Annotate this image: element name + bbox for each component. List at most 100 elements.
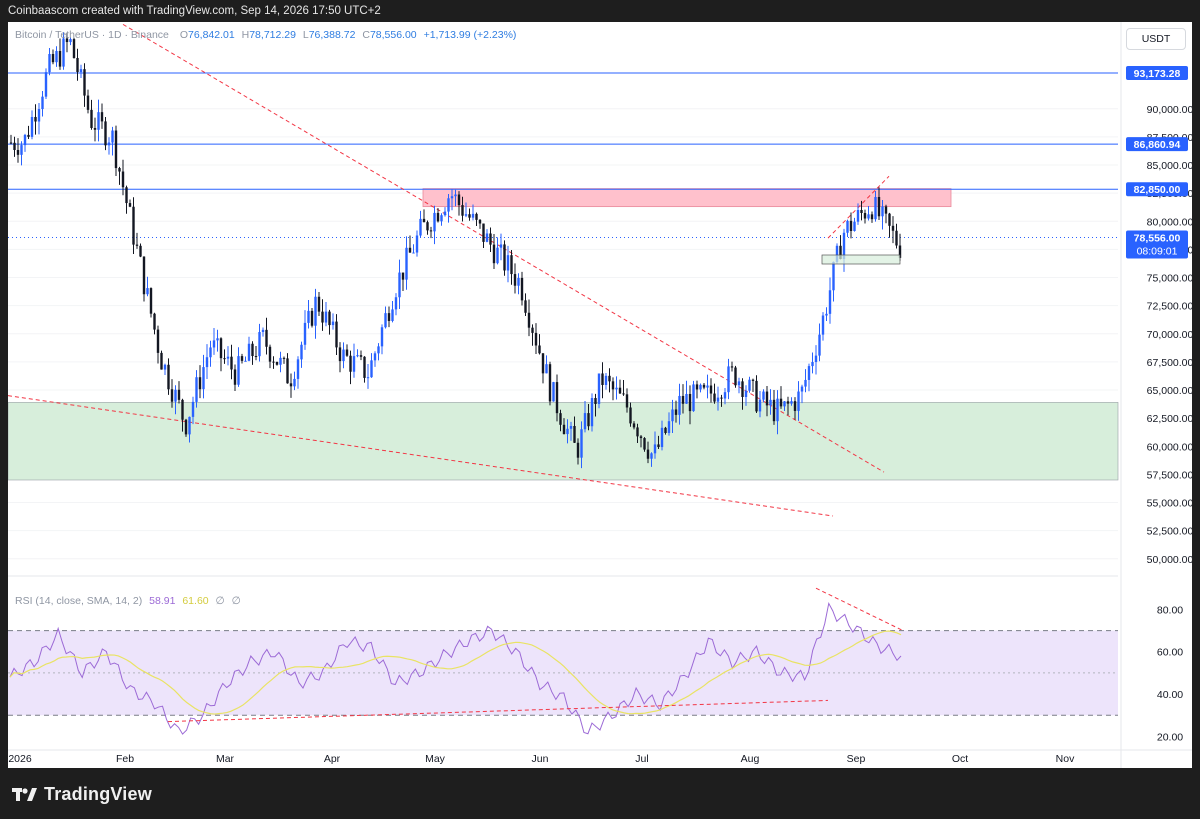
rsi-extra-2: ∅	[231, 595, 241, 607]
price-tick-label: 90,000.00	[1147, 104, 1192, 116]
candle-body	[524, 300, 527, 313]
time-tick-label: Mar	[216, 753, 235, 765]
candle-body	[191, 401, 195, 417]
candle-body	[793, 401, 797, 411]
candle-body	[457, 194, 461, 206]
candle-body	[149, 288, 153, 314]
candle-body	[576, 442, 580, 458]
candle-body	[506, 255, 510, 271]
candle-body	[807, 366, 811, 380]
candle-body	[321, 311, 324, 323]
candle-body	[450, 196, 454, 199]
candle-body	[9, 142, 13, 144]
candle-body	[331, 321, 335, 326]
candle-body	[349, 355, 352, 372]
candle-body	[867, 214, 870, 219]
candle-body	[709, 385, 713, 394]
candle-body	[324, 311, 328, 323]
candle-body	[877, 196, 881, 217]
change-value: +1,713.99 (+2.23%)	[423, 29, 517, 41]
rsi-tick-label: 80.00	[1157, 604, 1183, 616]
candle-body	[373, 353, 377, 361]
candle-body	[23, 134, 27, 146]
candle-body	[723, 392, 727, 399]
candle-body	[786, 401, 790, 404]
candle-body	[128, 203, 132, 207]
time-tick-label: Sep	[847, 753, 866, 765]
candle-body	[97, 112, 100, 130]
candle-body	[62, 38, 65, 67]
rsi-extra-1: ∅	[215, 595, 225, 607]
candle-body	[139, 245, 142, 257]
price-chart[interactable]: 90,000.0087,500.0085,000.0082,500.0080,0…	[8, 22, 1192, 768]
candle-body	[13, 142, 16, 150]
candle-body	[328, 311, 331, 326]
candle-body	[167, 364, 170, 390]
candle-body	[884, 206, 888, 214]
candle-body	[454, 194, 457, 197]
candle-body	[412, 252, 415, 254]
candle-body	[713, 393, 716, 402]
candle-body	[552, 382, 555, 402]
time-tick-label: 2026	[8, 753, 32, 765]
candle-body	[429, 230, 433, 232]
candle-body	[72, 39, 76, 58]
candle-body	[125, 187, 128, 204]
candle-body	[433, 212, 436, 232]
currency-button[interactable]: USDT	[1126, 28, 1186, 50]
candle-body	[604, 375, 608, 385]
candle-body	[300, 344, 303, 360]
candle-body	[244, 360, 247, 362]
candle-body	[790, 401, 793, 404]
candle-body	[352, 356, 356, 372]
candle-body	[408, 247, 412, 253]
close-label: C	[362, 29, 370, 41]
price-tick-label: 50,000.00	[1147, 554, 1192, 566]
candle-body	[363, 356, 366, 378]
price-tick-label: 75,000.00	[1147, 273, 1192, 285]
candle-body	[779, 398, 783, 407]
candle-body	[174, 389, 177, 402]
candle-body	[30, 116, 34, 137]
candle-body	[111, 130, 114, 143]
time-tick-label: Oct	[952, 753, 968, 765]
candle-body	[492, 244, 496, 264]
candle-body	[254, 356, 258, 358]
candle-body	[772, 399, 776, 422]
candle-body	[839, 245, 842, 259]
candle-body	[279, 357, 282, 365]
candle-body	[548, 364, 552, 402]
candle-body	[471, 213, 475, 218]
candle-body	[205, 357, 209, 368]
price-tick-label: 85,000.00	[1147, 160, 1192, 172]
candle-body	[818, 334, 821, 356]
candle-body	[394, 297, 398, 310]
candle-body	[422, 218, 426, 223]
candle-body	[153, 313, 156, 330]
level-price-label: 82,850.00	[1134, 184, 1181, 196]
candle-body	[874, 196, 877, 220]
candle-body	[853, 221, 856, 231]
candle-body	[44, 72, 48, 97]
price-tick-label: 67,500.00	[1147, 357, 1192, 369]
tradingview-brand[interactable]: TradingView	[12, 782, 152, 806]
candle-body	[160, 352, 163, 370]
level-price-label: 86,860.94	[1134, 139, 1181, 151]
price-tick-label: 72,500.00	[1147, 301, 1192, 313]
candle-body	[212, 340, 216, 348]
candle-body	[107, 142, 111, 146]
candle-body	[531, 327, 534, 333]
candle-body	[695, 384, 699, 390]
candle-body	[65, 38, 69, 43]
price-tick-label: 62,500.00	[1147, 413, 1192, 425]
candle-body	[79, 69, 83, 73]
footer-bar: TradingView	[0, 768, 1200, 819]
candle-body	[762, 391, 765, 400]
chart-area[interactable]: 90,000.0087,500.0085,000.0082,500.0080,0…	[8, 22, 1192, 768]
candle-body	[258, 332, 261, 357]
time-tick-label: Feb	[116, 753, 134, 765]
candle-body	[461, 205, 464, 216]
candle-body	[146, 288, 149, 295]
candle-body	[671, 409, 674, 422]
candle-body	[135, 244, 139, 246]
